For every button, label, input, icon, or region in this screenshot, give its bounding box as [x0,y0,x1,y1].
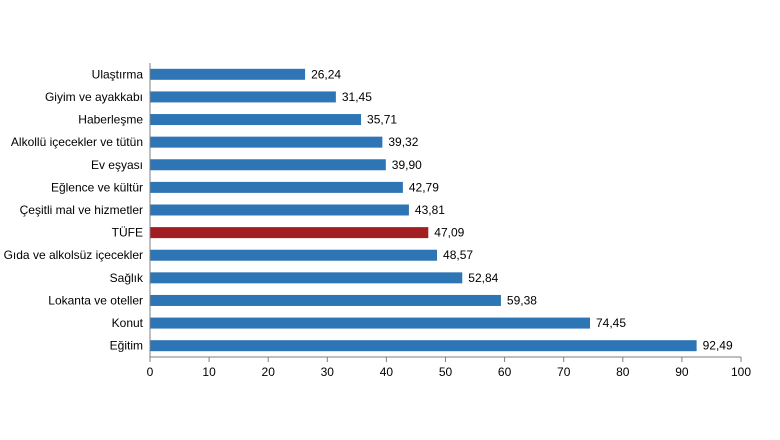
x-tick-label: 30 [321,365,335,379]
x-tick-label: 50 [439,365,453,379]
category-label: Giyim ve ayakkabı [45,90,143,104]
data-label: 92,49 [703,339,733,353]
bar [150,68,306,80]
category-label: Eğitim [110,339,143,353]
category-label: Haberleşme [78,113,143,127]
data-label: 31,45 [342,90,372,104]
data-label: 47,09 [434,226,464,240]
data-label: 43,81 [415,203,445,217]
bars-group [150,68,697,352]
category-label: Sağlık [110,271,144,285]
category-label: Lokanta ve oteller [48,293,143,307]
category-label: TÜFE [112,226,143,240]
x-tick-label: 100 [731,365,751,379]
x-tick-label: 60 [498,365,512,379]
data-label: 35,71 [367,113,397,127]
bar [150,294,501,306]
bar [150,317,590,329]
data-label: 42,79 [409,180,439,194]
data-label: 59,38 [507,293,537,307]
data-label: 52,84 [468,271,498,285]
data-label: 48,57 [443,248,473,262]
data-label: 26,24 [311,67,341,81]
category-label: Ulaştırma [92,67,144,81]
category-label: Gıda ve alkolsüz içecekler [4,248,143,262]
x-tick-label: 10 [202,365,216,379]
category-labels: Ulaştırma Giyim ve ayakkabı Haberleşme Alko… [4,67,144,352]
data-label: 74,45 [596,316,626,330]
x-tick-label: 80 [616,365,630,379]
x-tick-label: 70 [557,365,571,379]
bar [150,272,463,284]
category-label: Konut [112,316,144,330]
bar [150,181,403,193]
bar [150,159,386,171]
category-label: Çeşitli mal ve hizmetler [20,203,143,217]
category-label: Ev eşyası [91,158,143,172]
data-label: 39,90 [392,158,422,172]
bar [150,114,362,126]
x-tick-label: 20 [262,365,276,379]
bar [150,227,429,239]
bar [150,204,409,216]
x-tick-label: 90 [675,365,689,379]
category-label: Eğlence ve kültür [51,180,143,194]
bar [150,340,697,352]
data-label: 39,32 [388,135,418,149]
bar [150,91,336,103]
bar [150,249,438,261]
category-label: Alkollü içecekler ve tütün [11,135,143,149]
x-tick-label: 0 [147,365,154,379]
x-axis-ticks: 0 10 20 30 40 50 60 70 80 90 100 [147,357,751,379]
bar [150,136,383,148]
x-tick-label: 40 [380,365,394,379]
